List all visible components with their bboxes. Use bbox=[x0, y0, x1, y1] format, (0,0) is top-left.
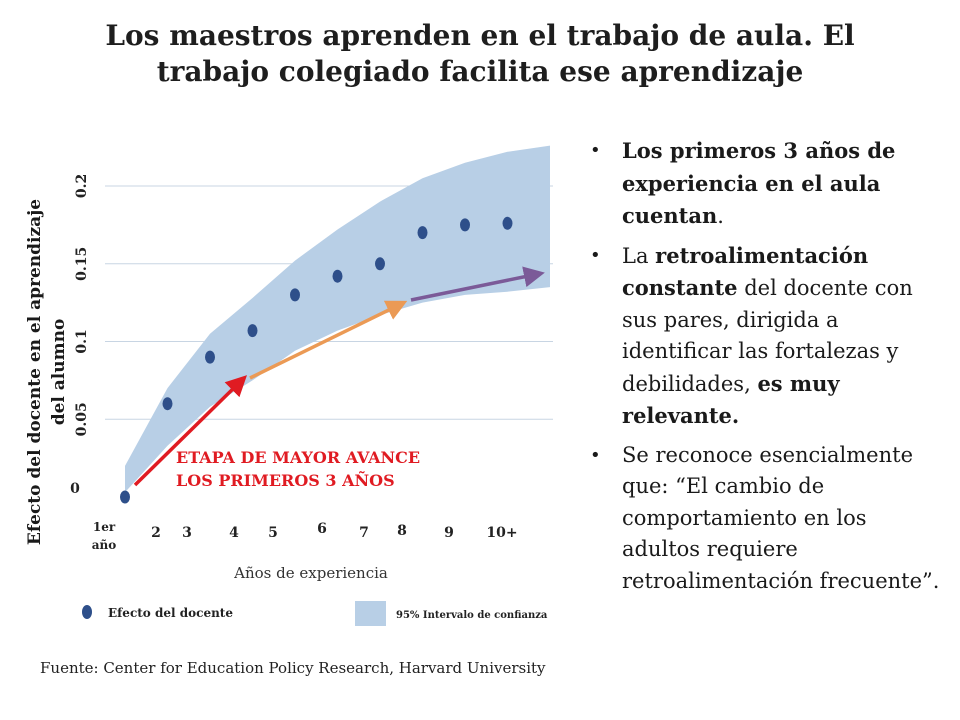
data-point-10 bbox=[502, 216, 513, 230]
x-tick-label-4: 5 bbox=[268, 525, 278, 541]
bullet-list: Los primeros 3 años de experiencia en el… bbox=[590, 135, 950, 604]
bullet-text-run: retroalimentación constante bbox=[622, 242, 869, 301]
annotation-line-2: LOS PRIMEROS 3 AÑOS bbox=[176, 469, 395, 490]
x-tick-label-8: 9 bbox=[444, 525, 454, 541]
data-point-5 bbox=[290, 288, 300, 302]
bullet-text-run: Los primeros 3 años de experiencia en el… bbox=[622, 138, 896, 228]
bullet-text-run: del docente con sus pares, dirigida a id… bbox=[622, 276, 913, 396]
x-tick-label-2: 3 bbox=[182, 525, 192, 541]
trend-arrow-2 bbox=[249, 300, 408, 380]
x-axis-label: Años de experiencia bbox=[233, 564, 388, 582]
data-point-4 bbox=[247, 324, 258, 338]
x-tick-label-3: 4 bbox=[229, 525, 239, 541]
confidence-band bbox=[125, 145, 550, 493]
title-line-2: trabajo colegiado facilita ese aprendiza… bbox=[156, 55, 804, 88]
data-point-8 bbox=[417, 226, 428, 240]
legend-point-label: Efecto del docente bbox=[108, 606, 233, 620]
y-tick-label-2: 0.1 bbox=[74, 329, 90, 353]
page-title: Los maestros aprenden en el trabajo de a… bbox=[40, 18, 920, 90]
source-note: Fuente: Center for Education Policy Rese… bbox=[40, 659, 546, 677]
y-tick-labels: 0 0.05 0.1 0.15 0.2 bbox=[70, 174, 90, 497]
data-point-6 bbox=[332, 269, 343, 283]
x-tick-label-1: 2 bbox=[151, 525, 161, 541]
bullet-text-run: es muy relevante. bbox=[622, 370, 840, 429]
data-point-3 bbox=[205, 350, 215, 364]
data-point-1 bbox=[120, 490, 130, 504]
x-tick-label-9: 10+ bbox=[486, 525, 517, 541]
y-axis-label: Efecto del docente en el aprendizaje del … bbox=[25, 199, 69, 545]
title-line-1: Los maestros aprenden en el trabajo de a… bbox=[105, 19, 855, 52]
bullet-item-2: La retroalimentación constante del docen… bbox=[590, 240, 950, 433]
y-tick-label-0: 0 bbox=[70, 481, 80, 497]
x-tick-label-0: 1er año bbox=[92, 520, 117, 552]
legend-band-label: 95% Intervalo de confianza bbox=[396, 610, 548, 621]
legend: Efecto del docente 95% Intervalo de conf… bbox=[82, 601, 548, 626]
data-point-7 bbox=[375, 257, 385, 271]
x-tick-label-7: 8 bbox=[397, 523, 407, 539]
data-points bbox=[120, 216, 513, 504]
trend-arrow-1 bbox=[133, 375, 247, 487]
bullet-text-run: Se reconoce esencialmente que: “El cambi… bbox=[622, 442, 940, 593]
bullet-item-3: Se reconoce esencialmente que: “El cambi… bbox=[590, 440, 950, 598]
x-tick-label-6: 7 bbox=[359, 525, 369, 541]
legend-point-marker bbox=[82, 605, 92, 619]
annotation-line-1: ETAPA DE MAYOR AVANCE bbox=[176, 448, 420, 467]
x-tick-label-5: 6 bbox=[317, 521, 327, 537]
trend-arrow-3 bbox=[410, 266, 545, 302]
data-point-9 bbox=[460, 218, 470, 232]
y-tick-label-1: 0.05 bbox=[74, 402, 90, 436]
y-tick-label-3: 0.15 bbox=[74, 247, 90, 281]
legend-band-swatch bbox=[355, 601, 386, 626]
bullet-item-1: Los primeros 3 años de experiencia en el… bbox=[590, 135, 950, 233]
trend-arrows bbox=[133, 266, 545, 487]
x-tick-labels: 1er año 2 3 4 5 6 7 8 9 10+ bbox=[92, 520, 518, 552]
bullet-text-run: . bbox=[717, 204, 724, 228]
bullet-text-run: La bbox=[622, 243, 656, 268]
data-point-2 bbox=[162, 397, 173, 411]
y-tick-label-4: 0.2 bbox=[74, 174, 90, 198]
